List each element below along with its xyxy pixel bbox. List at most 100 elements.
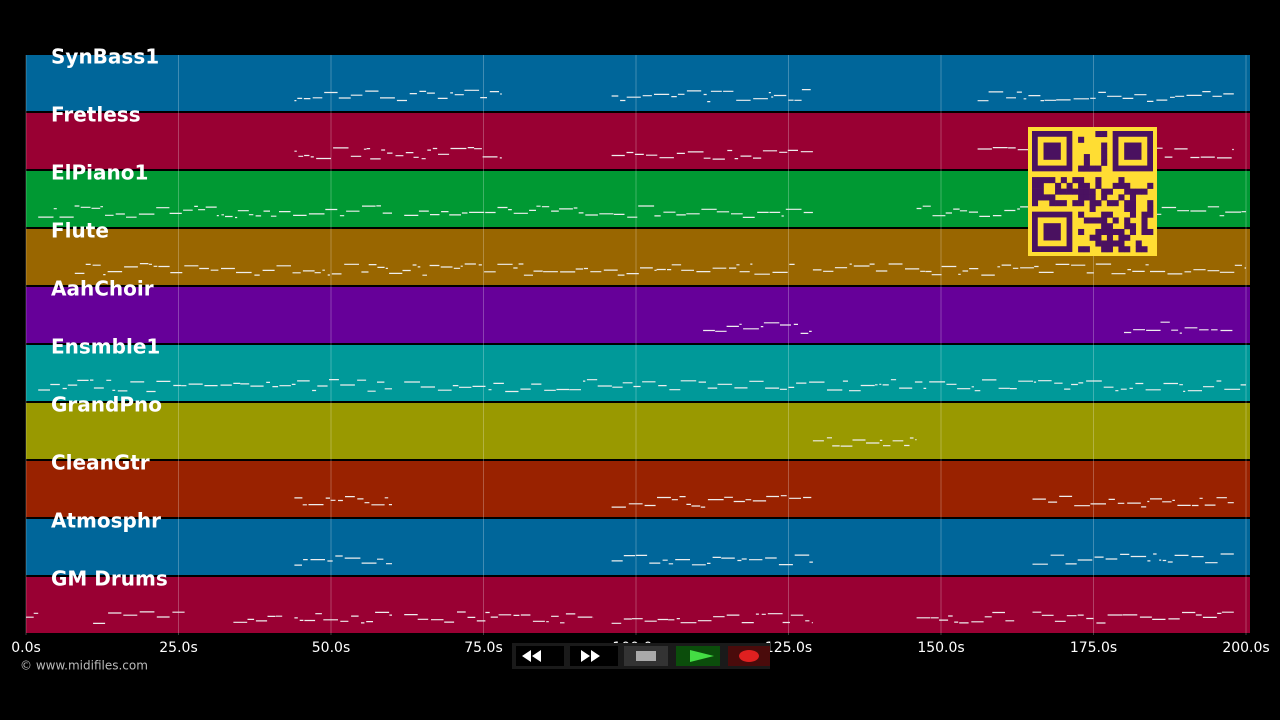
qr-module (1147, 205, 1154, 212)
qr-module (1078, 182, 1085, 189)
play-icon (690, 650, 714, 662)
track-name: Atmosphr (51, 509, 161, 533)
track-names: SynBass1 Fretless ElPiano1 Flute AahChoir Ens… (51, 45, 168, 591)
qr-module (1112, 217, 1119, 224)
qr-module (1089, 188, 1096, 195)
qr-module (1078, 177, 1085, 184)
qr-module (1032, 200, 1039, 207)
qr-module (1124, 205, 1131, 212)
tick-label: 50.0s (312, 640, 350, 656)
qr-module (1101, 188, 1108, 195)
qr-module (1078, 211, 1085, 218)
qr-module (1129, 205, 1137, 212)
note-region (977, 91, 1234, 102)
track-lane (26, 577, 1250, 633)
qr-module (1037, 177, 1044, 184)
qr-module (1112, 182, 1119, 189)
qr-module (1083, 159, 1090, 166)
qr-module (1078, 228, 1085, 236)
track-name: SynBass1 (51, 45, 159, 69)
qr-module (1072, 177, 1079, 184)
qr-module (1095, 165, 1102, 172)
qr-module (1129, 194, 1137, 201)
note-region (294, 89, 502, 102)
track-lane (26, 287, 1250, 343)
qr-module (1101, 194, 1108, 201)
qr-module (1124, 200, 1131, 207)
note-region (38, 379, 392, 393)
qr-module (1141, 223, 1148, 230)
qr-module (1106, 228, 1113, 236)
note-region (611, 495, 812, 508)
qr-module (1129, 211, 1137, 218)
note-region (611, 554, 813, 566)
qr-code (1028, 127, 1157, 256)
note-region (38, 205, 392, 219)
qr-module (1055, 182, 1062, 189)
forward-icon (581, 650, 600, 662)
note-region (294, 147, 502, 160)
qr-module (1078, 165, 1085, 172)
qr-module (1101, 228, 1108, 236)
qr-module (1095, 131, 1102, 138)
qr-module (1101, 246, 1108, 253)
qr-module (1141, 188, 1148, 195)
time-axis: 0.0s25.0s50.0s75.0s100.0s125.0s150.0s175… (11, 640, 1269, 656)
qr-module (1078, 246, 1085, 253)
qr-module (1095, 228, 1102, 236)
qr-module (1129, 200, 1137, 207)
play-button[interactable] (676, 646, 720, 666)
note-region (404, 611, 594, 624)
note-region (611, 613, 813, 624)
qr-module (1037, 194, 1044, 201)
qr-module (1032, 177, 1039, 184)
qr-module (1037, 182, 1044, 189)
rewind-icon (522, 650, 541, 662)
forward-button[interactable] (570, 646, 618, 666)
qr-module (1141, 211, 1148, 218)
record-icon (739, 650, 759, 662)
qr-module (1032, 182, 1039, 189)
qr-module (1083, 194, 1090, 201)
qr-module (1055, 200, 1062, 207)
qr-module (1106, 246, 1113, 253)
qr-module (1129, 223, 1137, 230)
qr-finder (1043, 223, 1061, 241)
track-name: GM Drums (51, 567, 168, 591)
qr-module (1141, 228, 1148, 236)
track-lane (26, 461, 1250, 517)
qr-module (1089, 205, 1096, 212)
tick-label: 175.0s (1070, 640, 1117, 656)
qr-module (1072, 188, 1079, 195)
qr-module (1060, 188, 1067, 195)
qr-module (1147, 200, 1154, 207)
qr-module (1106, 234, 1113, 241)
qr-module (1124, 217, 1131, 224)
qr-module (1043, 194, 1050, 201)
note-region (611, 149, 813, 160)
qr-module (1124, 182, 1131, 189)
stop-button[interactable] (624, 646, 668, 666)
track-name: GrandPno (51, 393, 162, 417)
qr-module (1032, 194, 1039, 201)
record-button[interactable] (728, 646, 770, 666)
track-name: Flute (51, 219, 109, 243)
qr-module (1124, 188, 1131, 195)
qr-module (1101, 154, 1108, 161)
note-region (74, 263, 795, 276)
qr-module (1083, 246, 1090, 253)
qr-module (1147, 228, 1154, 236)
qr-module (1078, 136, 1085, 143)
transport (512, 643, 770, 669)
qr-module (1066, 188, 1073, 195)
qr-module (1147, 182, 1154, 189)
qr-module (1101, 240, 1108, 247)
rewind-button[interactable] (516, 646, 564, 666)
note-region (233, 615, 283, 623)
qr-module (1049, 200, 1056, 207)
copyright: © www.midifiles.com (20, 659, 148, 673)
qr-module (1072, 200, 1079, 207)
qr-module (1095, 234, 1102, 241)
